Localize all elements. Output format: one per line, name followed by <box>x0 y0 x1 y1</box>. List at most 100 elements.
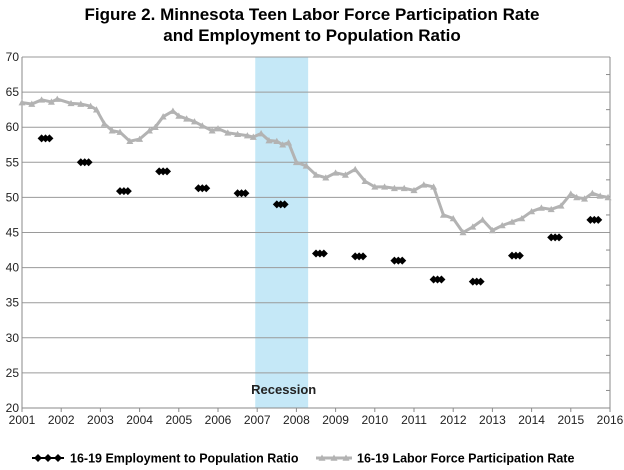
x-tick-label: 2011 <box>401 413 427 427</box>
employment-point <box>163 167 172 176</box>
labor-force-point <box>341 171 349 178</box>
x-tick-label: 2013 <box>479 413 506 427</box>
x-tick-label: 2004 <box>126 413 153 427</box>
labor-force-point <box>292 158 300 166</box>
labor-force-point <box>498 221 506 229</box>
labor-force-point <box>145 127 153 134</box>
labor-force-point <box>371 183 379 190</box>
x-tick-label: 2005 <box>165 413 192 427</box>
legend-labor-force-marker <box>318 454 326 461</box>
y-tick-label: 35 <box>6 296 20 310</box>
labor-force-point <box>67 99 75 107</box>
labor-force-point <box>351 165 359 173</box>
chart-title-line2: and Employment to Population Ratio <box>163 26 461 45</box>
labor-force-point <box>469 223 477 230</box>
legend-employment-marker <box>54 454 62 462</box>
labor-force-point <box>190 118 198 125</box>
labor-force-point <box>390 184 398 192</box>
labor-force-point <box>420 181 428 188</box>
labor-force-point <box>537 204 545 211</box>
employment-point <box>280 200 289 209</box>
labor-force-point <box>175 112 183 119</box>
labor-force-point <box>53 95 61 102</box>
labor-force-point <box>596 192 604 199</box>
employment-point <box>359 252 368 261</box>
chart-title: Figure 2. Minnesota Teen Labor Force Par… <box>0 4 624 46</box>
employment-point <box>45 134 54 143</box>
employment-point <box>555 233 564 242</box>
labor-force-point <box>136 135 144 142</box>
x-tick-label: 2014 <box>518 413 545 427</box>
x-tick-label: 2002 <box>48 413 75 427</box>
employment-point <box>319 249 328 258</box>
labor-force-point <box>400 184 408 192</box>
y-tick-label: 45 <box>6 226 20 240</box>
employment-point <box>515 251 524 260</box>
labor-force-point <box>214 125 222 132</box>
labor-force-point <box>361 177 369 185</box>
labor-force-point <box>169 107 177 114</box>
labor-force-point <box>449 214 457 222</box>
labor-force-point <box>108 127 116 134</box>
labor-force-point <box>381 183 389 190</box>
legend-labor-force-marker <box>342 454 350 461</box>
labor-force-point <box>528 207 536 215</box>
x-tick-label: 2010 <box>361 413 388 427</box>
employment-point <box>202 184 211 193</box>
labor-force-point <box>198 122 206 129</box>
labor-force-point <box>100 120 108 127</box>
labor-force-point <box>159 113 167 120</box>
labor-force-point <box>302 162 310 169</box>
labor-force-point <box>38 96 46 103</box>
x-tick-label: 2008 <box>283 413 310 427</box>
labor-force-point <box>279 141 287 148</box>
employment-point <box>123 187 132 196</box>
labor-force-point <box>459 229 467 236</box>
x-tick-label: 2006 <box>205 413 232 427</box>
y-tick-label: 65 <box>6 85 20 99</box>
labor-force-point <box>28 100 36 107</box>
x-tick-label: 2009 <box>322 413 349 427</box>
y-tick-label: 50 <box>6 190 20 204</box>
labor-force-point <box>18 99 26 106</box>
labor-force-point <box>508 218 516 225</box>
labor-force-point <box>87 102 95 109</box>
labor-force-point <box>234 130 242 138</box>
labor-force-point <box>567 190 575 197</box>
x-tick-label: 2001 <box>9 413 36 427</box>
labor-force-point <box>257 130 265 137</box>
labor-force-point <box>430 183 438 190</box>
recession-label: Recession <box>251 382 316 397</box>
y-tick-label: 25 <box>6 366 20 380</box>
employment-point <box>398 256 407 265</box>
labor-force-point <box>604 193 612 201</box>
legend-employment-marker <box>44 454 52 462</box>
y-tick-label: 30 <box>6 331 20 345</box>
employment-point <box>437 275 446 284</box>
legend-labor-force-marker <box>330 454 338 461</box>
labor-force-point <box>312 171 320 178</box>
x-tick-label: 2003 <box>87 413 114 427</box>
x-tick-label: 2012 <box>440 413 467 427</box>
labor-force-point <box>243 132 251 139</box>
labor-force-line <box>21 97 609 235</box>
labor-force-point <box>479 216 487 223</box>
labor-force-point <box>518 214 526 222</box>
labor-force-point <box>92 106 100 113</box>
y-tick-label: 20 <box>6 401 20 415</box>
labor-force-point <box>183 115 191 122</box>
x-tick-label: 2016 <box>597 413 624 427</box>
labor-force-point <box>126 137 134 145</box>
labor-force-point <box>151 123 159 130</box>
legend-employment-label: 16-19 Employment to Population Ratio <box>70 452 299 466</box>
employment-point <box>84 158 93 167</box>
labor-force-point <box>265 137 273 144</box>
employment-point <box>241 189 250 198</box>
employment-point <box>594 215 603 224</box>
labor-force-point <box>439 211 447 218</box>
labor-force-point <box>249 133 257 140</box>
y-tick-label: 55 <box>6 155 20 169</box>
chart-title-line1: Figure 2. Minnesota Teen Labor Force Par… <box>84 5 540 24</box>
labor-force-point <box>77 100 85 107</box>
